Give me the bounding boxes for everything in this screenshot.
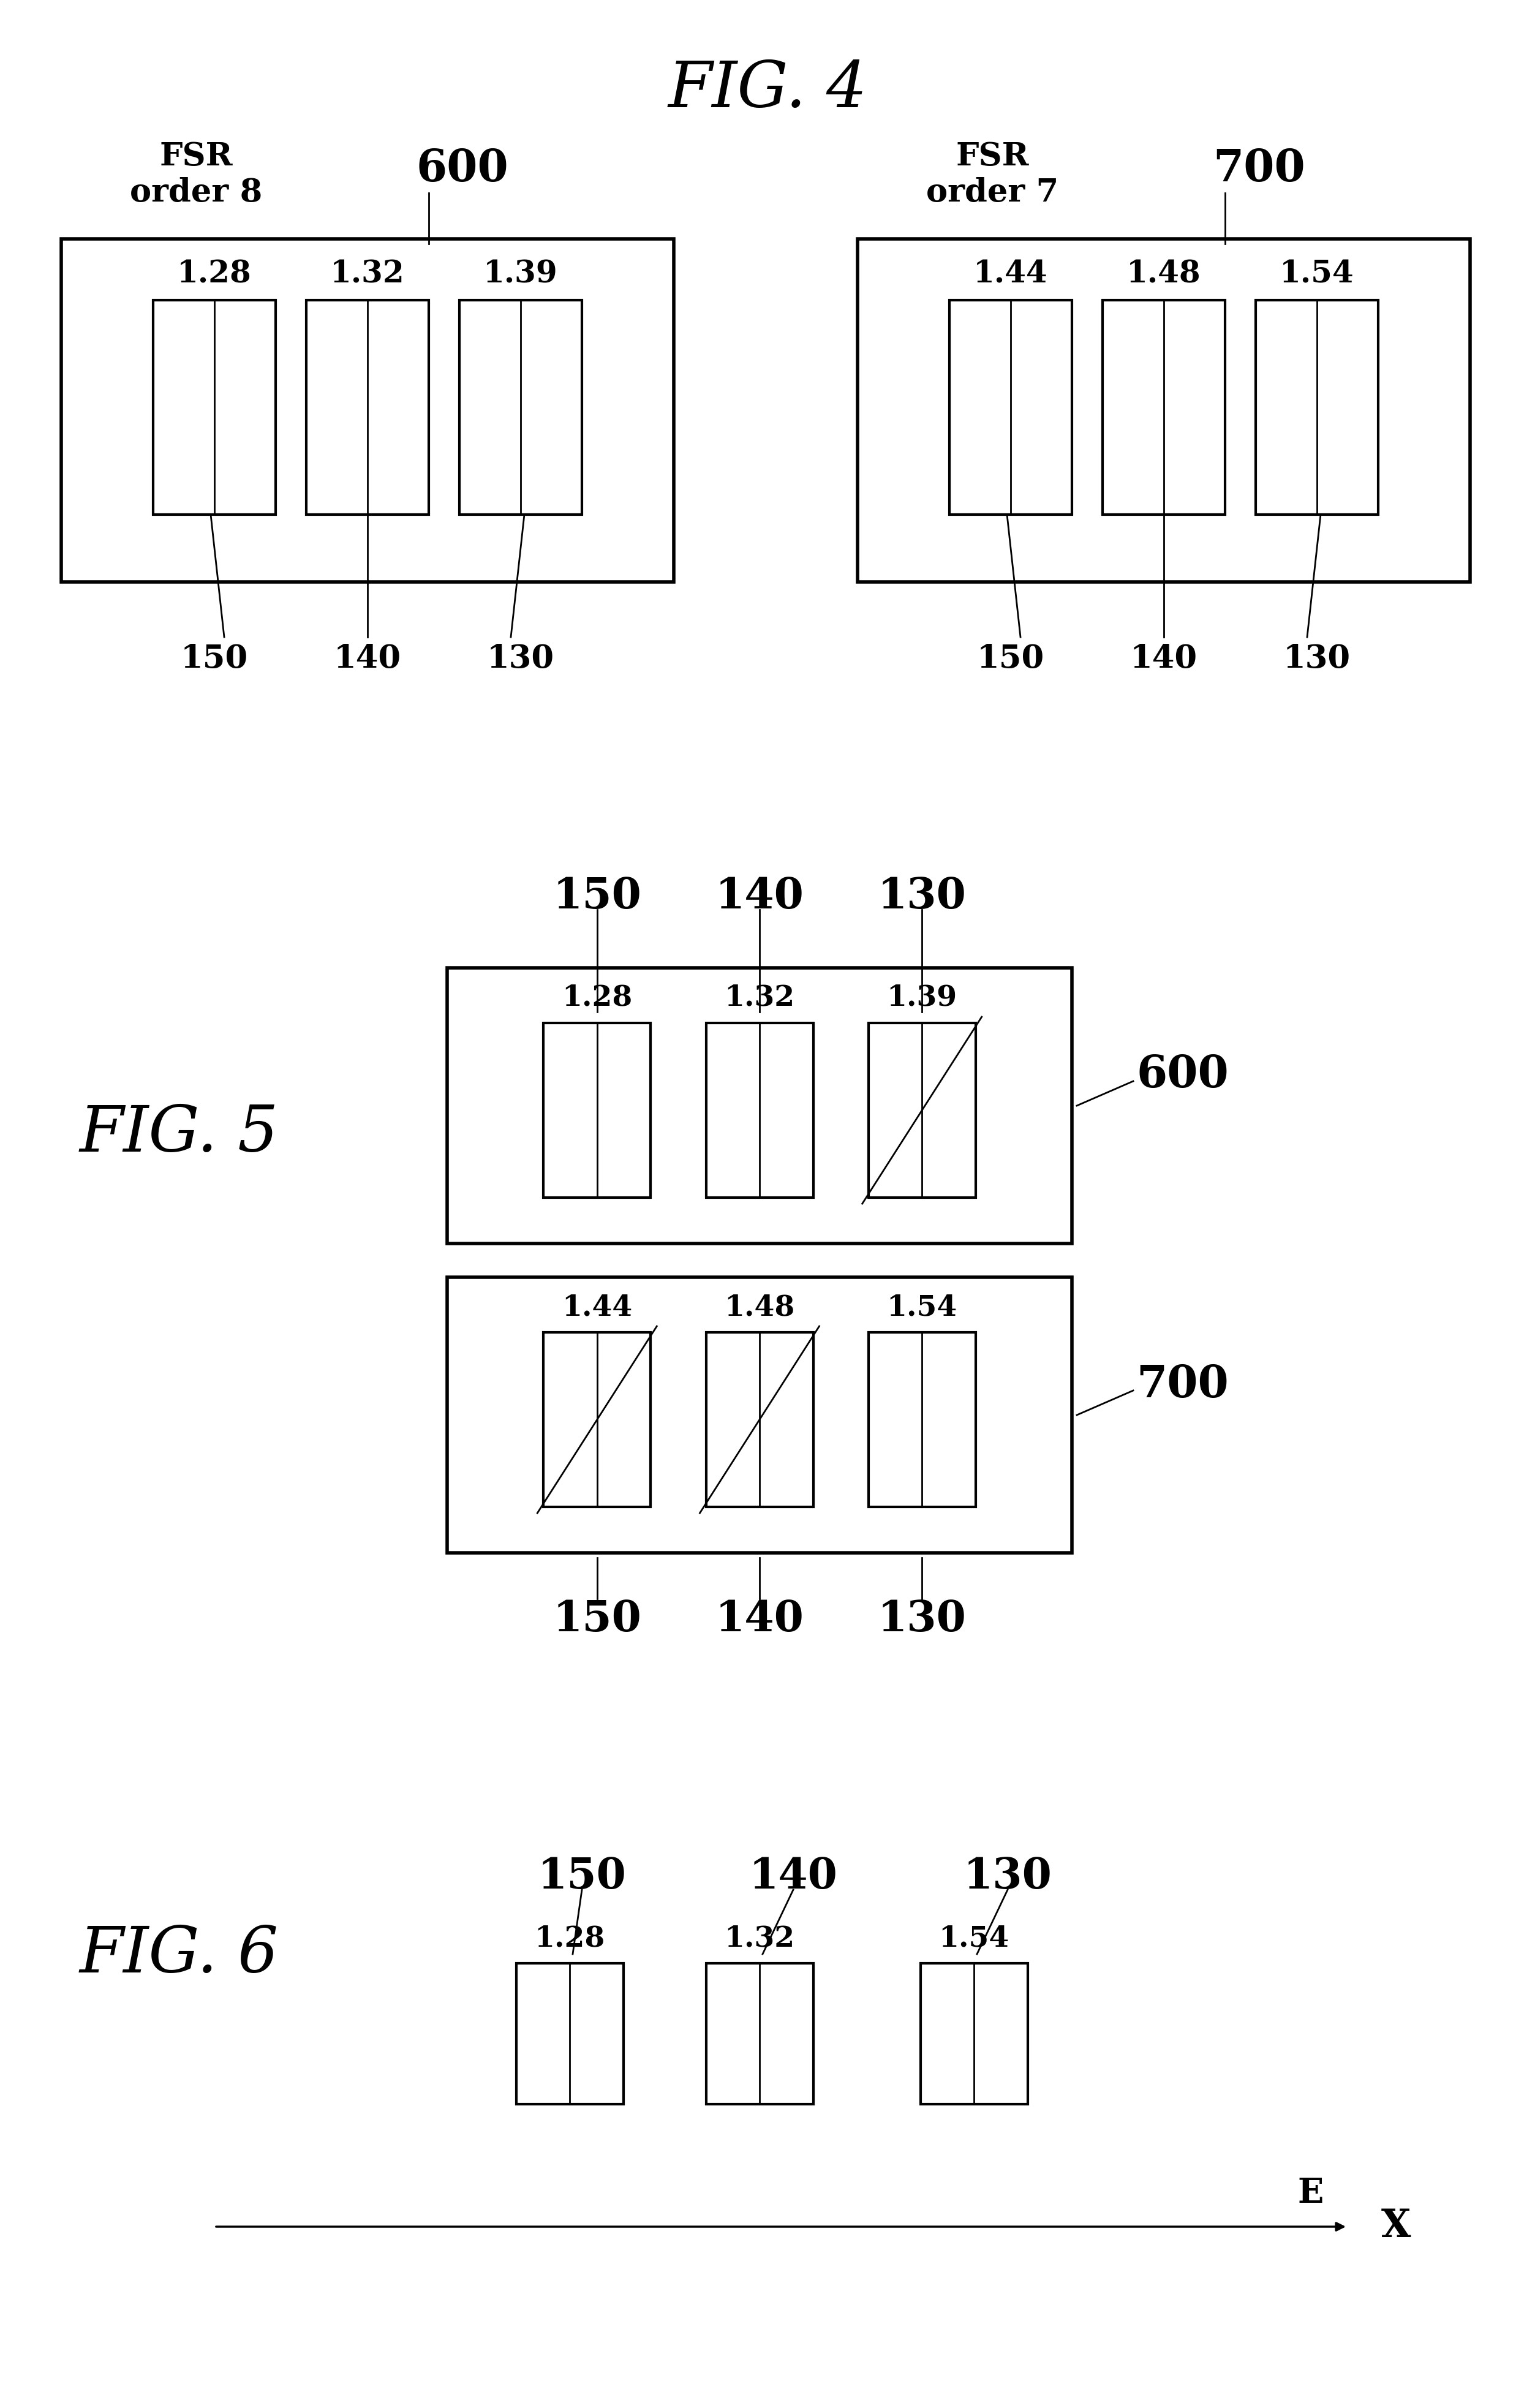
Bar [447, 1276, 1071, 1553]
Text: 140: 140 [715, 877, 804, 917]
Text: 130: 130 [964, 1857, 1051, 1898]
Bar [1256, 301, 1378, 515]
Text: 1.28: 1.28 [534, 1924, 605, 1953]
Bar [1102, 301, 1225, 515]
Text: FIG. 6: FIG. 6 [80, 1924, 279, 1987]
Text: 140: 140 [749, 1857, 838, 1898]
Text: 1.39: 1.39 [484, 260, 557, 289]
Bar [921, 1963, 1027, 2105]
Text: 130: 130 [1283, 643, 1351, 674]
Text: FIG. 5: FIG. 5 [80, 1103, 279, 1165]
Bar [869, 1023, 976, 1197]
Text: FSR
order 8: FSR order 8 [130, 142, 262, 207]
Text: 700: 700 [1136, 1363, 1228, 1406]
Bar [516, 1963, 623, 2105]
Text: 700: 700 [1213, 147, 1305, 190]
Text: 130: 130 [487, 643, 554, 674]
Bar [950, 301, 1071, 515]
Bar [858, 238, 1471, 583]
Text: 140: 140 [333, 643, 401, 674]
Text: 1.28: 1.28 [177, 260, 252, 289]
Text: 150: 150 [181, 643, 249, 674]
Text: 150: 150 [553, 877, 642, 917]
Bar [447, 968, 1071, 1243]
Text: 1.54: 1.54 [887, 1293, 958, 1322]
Text: 1.44: 1.44 [973, 260, 1048, 289]
Text: 140: 140 [715, 1599, 804, 1640]
Text: 600: 600 [416, 147, 510, 190]
Text: 150: 150 [976, 643, 1044, 674]
Bar [706, 1963, 814, 2105]
Text: E: E [1297, 2177, 1323, 2211]
Text: 1.48: 1.48 [725, 1293, 795, 1322]
Bar [706, 1332, 814, 1507]
Text: 1.32: 1.32 [725, 1924, 795, 1953]
Bar [543, 1332, 651, 1507]
Text: 140: 140 [1130, 643, 1197, 674]
Bar [154, 301, 276, 515]
Text: FSR
order 7: FSR order 7 [926, 142, 1059, 207]
Text: 1.32: 1.32 [330, 260, 405, 289]
Text: X: X [1382, 2208, 1411, 2244]
Text: 600: 600 [1136, 1052, 1228, 1096]
Bar [61, 238, 674, 583]
Text: 1.28: 1.28 [562, 985, 632, 1011]
Bar [706, 1023, 814, 1197]
Text: 1.32: 1.32 [725, 985, 795, 1011]
Text: 150: 150 [537, 1857, 626, 1898]
Bar [459, 301, 582, 515]
Text: 130: 130 [878, 877, 967, 917]
Bar [543, 1023, 651, 1197]
Bar [307, 301, 428, 515]
Text: 1.44: 1.44 [562, 1293, 632, 1322]
Text: 150: 150 [553, 1599, 642, 1640]
Text: FIG. 4: FIG. 4 [668, 58, 867, 120]
Text: 1.48: 1.48 [1127, 260, 1200, 289]
Bar [869, 1332, 976, 1507]
Text: 130: 130 [878, 1599, 967, 1640]
Text: 1.54: 1.54 [938, 1924, 1008, 1953]
Text: 1.54: 1.54 [1280, 260, 1354, 289]
Text: 1.39: 1.39 [887, 985, 958, 1011]
